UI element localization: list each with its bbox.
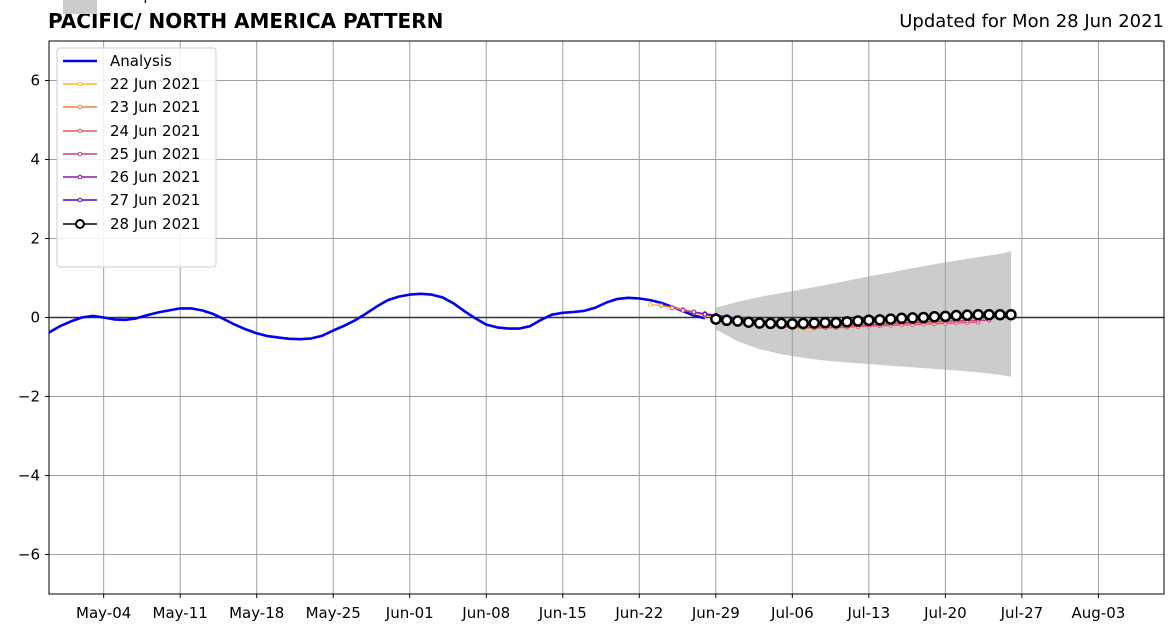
data-point — [753, 317, 766, 329]
legend-label: 1σ Spread — [110, 0, 187, 4]
legend-marker — [77, 174, 83, 180]
data-point — [972, 308, 984, 321]
legend-marker — [75, 219, 85, 229]
x-tick-label: Jul-20 — [923, 604, 967, 622]
legend-label: 26 Jun 2021 — [110, 168, 200, 186]
data-point — [710, 313, 722, 325]
data-point — [1005, 308, 1017, 321]
x-tick-label: Jun-29 — [691, 604, 740, 622]
data-point — [841, 316, 853, 328]
x-tick-label: May-11 — [153, 604, 208, 622]
x-tick-label: Jun-01 — [385, 604, 434, 622]
data-point — [786, 318, 799, 330]
data-point — [884, 313, 897, 325]
y-tick-label: −6 — [18, 546, 40, 564]
legend-marker — [77, 197, 83, 203]
x-tick-label: Aug-03 — [1072, 604, 1126, 622]
data-point — [658, 303, 664, 308]
data-point — [852, 315, 864, 327]
data-point — [939, 310, 952, 323]
data-point — [950, 309, 963, 322]
spread-band — [715, 251, 1011, 377]
data-point — [647, 302, 653, 307]
legend-marker — [77, 81, 83, 87]
legend-label: 28 Jun 2021 — [110, 215, 200, 233]
data-point — [808, 317, 820, 329]
y-tick-label: 6 — [30, 72, 40, 90]
data-point — [775, 317, 788, 330]
chart-title: PACIFIC/ NORTH AMERICA PATTERN — [48, 9, 444, 33]
legend-marker — [77, 104, 83, 110]
data-point — [895, 312, 908, 325]
data-point — [917, 311, 930, 324]
data-point — [983, 308, 995, 321]
data-point — [830, 316, 842, 329]
y-tick-label: 4 — [30, 151, 40, 169]
y-tick-label: −4 — [18, 467, 40, 485]
legend-label: 24 Jun 2021 — [110, 122, 200, 140]
legend-swatch — [63, 0, 97, 14]
data-point — [961, 309, 973, 321]
legend-box — [56, 47, 217, 268]
x-tick-label: Jun-22 — [614, 604, 663, 622]
legend-label: 27 Jun 2021 — [110, 191, 200, 209]
legend-marker — [77, 128, 83, 134]
data-point — [797, 317, 810, 330]
x-tick-label: Jun-08 — [461, 604, 510, 622]
legend-marker — [77, 151, 83, 157]
y-tick-label: −2 — [18, 388, 40, 406]
data-point — [702, 312, 708, 317]
legend-label: 23 Jun 2021 — [110, 98, 200, 116]
legend-label: 25 Jun 2021 — [110, 145, 200, 163]
data-point — [994, 308, 1006, 321]
x-tick-label: May-18 — [229, 604, 284, 622]
x-tick-label: Jun-15 — [538, 604, 587, 622]
x-tick-label: May-04 — [76, 604, 131, 622]
x-tick-label: Jul-06 — [770, 604, 814, 622]
data-point — [906, 312, 919, 324]
data-point — [669, 305, 675, 311]
legend-label: Analysis — [110, 52, 172, 70]
data-point — [819, 316, 831, 329]
data-point — [731, 315, 744, 327]
legend-label: 22 Jun 2021 — [110, 75, 200, 93]
data-point — [863, 314, 875, 327]
updated-date: Updated for Mon 28 Jun 2021 — [899, 11, 1164, 32]
y-tick-label: 0 — [30, 309, 40, 327]
data-point — [742, 316, 755, 328]
data-point — [680, 308, 686, 313]
x-tick-label: Jul-27 — [1000, 604, 1044, 622]
x-tick-label: May-25 — [306, 604, 361, 622]
legend: Analysis 22 Jun 2021 23 Jun 2021 24 Jun 202… — [56, 0, 217, 268]
x-tick-label: Jul-13 — [847, 604, 891, 622]
data-point — [764, 317, 777, 330]
data-point — [874, 314, 886, 326]
data-point — [691, 309, 697, 315]
y-tick-label: 2 — [30, 230, 40, 248]
data-point — [928, 310, 941, 323]
series-line — [48, 292, 706, 341]
data-point — [720, 314, 733, 327]
